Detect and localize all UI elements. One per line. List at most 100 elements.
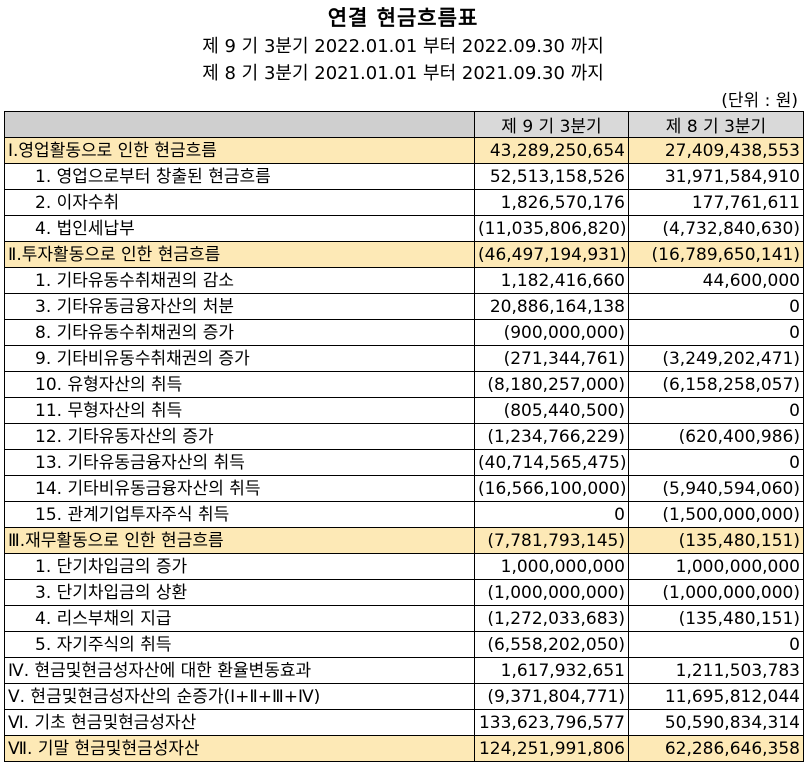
prior-value: 1,211,503,783 — [628, 657, 804, 684]
prior-value: (135,480,151) — [628, 605, 804, 632]
prior-value: 0 — [628, 293, 804, 320]
column-header-prior: 제 8 기 3분기 — [628, 111, 804, 138]
prior-value: 31,971,584,910 — [628, 163, 804, 190]
prior-value: 11,695,812,044 — [628, 683, 804, 710]
row-label: Ⅴ. 현금및현금성자산의 순증가(Ⅰ+Ⅱ+Ⅲ+Ⅳ) — [4, 683, 475, 710]
prior-value: (6,158,258,057) — [628, 371, 804, 398]
table-row: 3. 기타유동금융자산의 처분 20,886,164,138 0 — [4, 293, 804, 320]
row-label: Ⅵ. 기초 현금및현금성자산 — [4, 709, 475, 736]
row-label: 8. 기타유동수취채권의 증가 — [4, 319, 475, 346]
prior-period: 제 8 기 3분기 2021.01.01 부터 2021.09.30 까지 — [202, 63, 604, 84]
current-value: 20,886,164,138 — [474, 293, 629, 320]
current-value: 124,251,991,806 — [474, 735, 629, 762]
current-value: 0 — [474, 501, 629, 528]
current-value: (8,180,257,000) — [474, 371, 629, 398]
prior-value: (1,500,000,000) — [628, 501, 804, 528]
current-value: (271,344,761) — [474, 345, 629, 372]
prior-value: 0 — [628, 397, 804, 424]
current-value: (46,497,194,931) — [474, 241, 629, 268]
current-value: 1,182,416,660 — [474, 267, 629, 294]
section-row: Ⅰ.영업활동으로 인한 현금흐름 43,289,250,654 27,409,438… — [4, 137, 804, 164]
cash-flow-table: 제 9 기 3분기 제 8 기 3분기 Ⅰ.영업활동으로 인한 현금흐름 43,2… — [4, 111, 804, 762]
table-row: 9. 기타비유동수취채권의 증가 (271,344,761) (3,249,202,… — [4, 345, 804, 372]
table-row: 15. 관계기업투자주식 취득 0 (1,500,000,000) — [4, 501, 804, 528]
section-row: Ⅶ. 기말 현금및현금성자산 124,251,991,806 62,286,646,… — [4, 735, 804, 762]
table-row: 1. 기타유동수취채권의 감소 1,182,416,660 44,600,000 — [4, 267, 804, 294]
row-label: 2. 이자수취 — [4, 189, 475, 216]
table-row: Ⅵ. 기초 현금및현금성자산 133,623,796,577 50,590,834,… — [4, 709, 804, 736]
table-row: Ⅳ. 현금및현금성자산에 대한 환율변동효과 1,617,932,651 1,211… — [4, 657, 804, 684]
statement-title: 연결 현금흐름표 — [327, 6, 479, 30]
row-label: Ⅳ. 현금및현금성자산에 대한 환율변동효과 — [4, 657, 475, 684]
row-label: 4. 법인세납부 — [4, 215, 475, 242]
table-row: 11. 무형자산의 취득 (805,440,500) 0 — [4, 397, 804, 424]
prior-value: 1,000,000,000 — [628, 553, 804, 580]
table-row: 3. 단기차입금의 상환 (1,000,000,000) (1,000,000,00… — [4, 579, 804, 606]
row-label: 5. 자기주식의 취득 — [4, 631, 475, 658]
row-label: 3. 단기차입금의 상환 — [4, 579, 475, 606]
table-row: Ⅴ. 현금및현금성자산의 순증가(Ⅰ+Ⅱ+Ⅲ+Ⅳ) (9,371,804,771)… — [4, 683, 804, 710]
row-label: 3. 기타유동금융자산의 처분 — [4, 293, 475, 320]
prior-value: (135,480,151) — [628, 527, 804, 554]
current-period: 제 9 기 3분기 2022.01.01 부터 2022.09.30 까지 — [202, 36, 604, 57]
prior-value: (620,400,986) — [628, 423, 804, 450]
current-value: (1,272,033,683) — [474, 605, 629, 632]
table-row: 1. 단기차입금의 증가 1,000,000,000 1,000,000,000 — [4, 553, 804, 580]
current-value: 1,826,570,176 — [474, 189, 629, 216]
current-value: 1,617,932,651 — [474, 657, 629, 684]
current-value: (40,714,565,475) — [474, 449, 629, 476]
prior-value: 0 — [628, 319, 804, 346]
current-value: (1,234,766,229) — [474, 423, 629, 450]
prior-value: 0 — [628, 449, 804, 476]
section-row: Ⅱ.투자활동으로 인한 현금흐름 (46,497,194,931) (16,789,… — [4, 241, 804, 268]
prior-value: (3,249,202,471) — [628, 345, 804, 372]
current-value: (9,371,804,771) — [474, 683, 629, 710]
prior-value: 27,409,438,553 — [628, 137, 804, 164]
row-label: 12. 기타유동자산의 증가 — [4, 423, 475, 450]
prior-value: 44,600,000 — [628, 267, 804, 294]
row-label: 4. 리스부채의 지급 — [4, 605, 475, 632]
row-label: Ⅰ.영업활동으로 인한 현금흐름 — [4, 137, 475, 164]
current-value: 43,289,250,654 — [474, 137, 629, 164]
current-value: 52,513,158,526 — [474, 163, 629, 190]
table-row: 12. 기타유동자산의 증가 (1,234,766,229) (620,400,98… — [4, 423, 804, 450]
column-header-current: 제 9 기 3분기 — [474, 111, 629, 138]
row-label: 1. 기타유동수취채권의 감소 — [4, 267, 475, 294]
current-value: (900,000,000) — [474, 319, 629, 346]
prior-value: 62,286,646,358 — [628, 735, 804, 762]
table-row: 4. 리스부채의 지급 (1,272,033,683) (135,480,151) — [4, 605, 804, 632]
table-row: 1. 영업으로부터 창출된 현금흐름 52,513,158,526 31,971,5… — [4, 163, 804, 190]
current-value: (805,440,500) — [474, 397, 629, 424]
current-value: 133,623,796,577 — [474, 709, 629, 736]
table-row: 14. 기타비유동금융자산의 취득 (16,566,100,000) (5,940,… — [4, 475, 804, 502]
row-label: 11. 무형자산의 취득 — [4, 397, 475, 424]
section-row: Ⅲ.재무활동으로 인한 현금흐름 (7,781,793,145) (135,480,… — [4, 527, 804, 554]
prior-value: (16,789,650,141) — [628, 241, 804, 268]
current-value: (1,000,000,000) — [474, 579, 629, 606]
row-label: Ⅶ. 기말 현금및현금성자산 — [4, 735, 475, 762]
unit-label: (단위 : 원) — [721, 91, 798, 111]
table-row: 10. 유형자산의 취득 (8,180,257,000) (6,158,258,05… — [4, 371, 804, 398]
table-row: 8. 기타유동수취채권의 증가 (900,000,000) 0 — [4, 319, 804, 346]
table-row: 13. 기타유동금융자산의 취득 (40,714,565,475) 0 — [4, 449, 804, 476]
row-label: 13. 기타유동금융자산의 취득 — [4, 449, 475, 476]
current-value: (6,558,202,050) — [474, 631, 629, 658]
row-label: 14. 기타비유동금융자산의 취득 — [4, 475, 475, 502]
current-value: (16,566,100,000) — [474, 475, 629, 502]
table-header-row: 제 9 기 3분기 제 8 기 3분기 — [4, 111, 804, 138]
column-header-item — [4, 111, 475, 138]
table-row: 5. 자기주식의 취득 (6,558,202,050) 0 — [4, 631, 804, 658]
prior-value: 0 — [628, 631, 804, 658]
prior-value: 50,590,834,314 — [628, 709, 804, 736]
prior-value: (1,000,000,000) — [628, 579, 804, 606]
prior-value: (4,732,840,630) — [628, 215, 804, 242]
row-label: Ⅲ.재무활동으로 인한 현금흐름 — [4, 527, 475, 554]
current-value: (11,035,806,820) — [474, 215, 629, 242]
prior-value: (5,940,594,060) — [628, 475, 804, 502]
row-label: 1. 영업으로부터 창출된 현금흐름 — [4, 163, 475, 190]
row-label: 1. 단기차입금의 증가 — [4, 553, 475, 580]
current-value: 1,000,000,000 — [474, 553, 629, 580]
table-row: 2. 이자수취 1,826,570,176 177,761,611 — [4, 189, 804, 216]
row-label: 10. 유형자산의 취득 — [4, 371, 475, 398]
prior-value: 177,761,611 — [628, 189, 804, 216]
